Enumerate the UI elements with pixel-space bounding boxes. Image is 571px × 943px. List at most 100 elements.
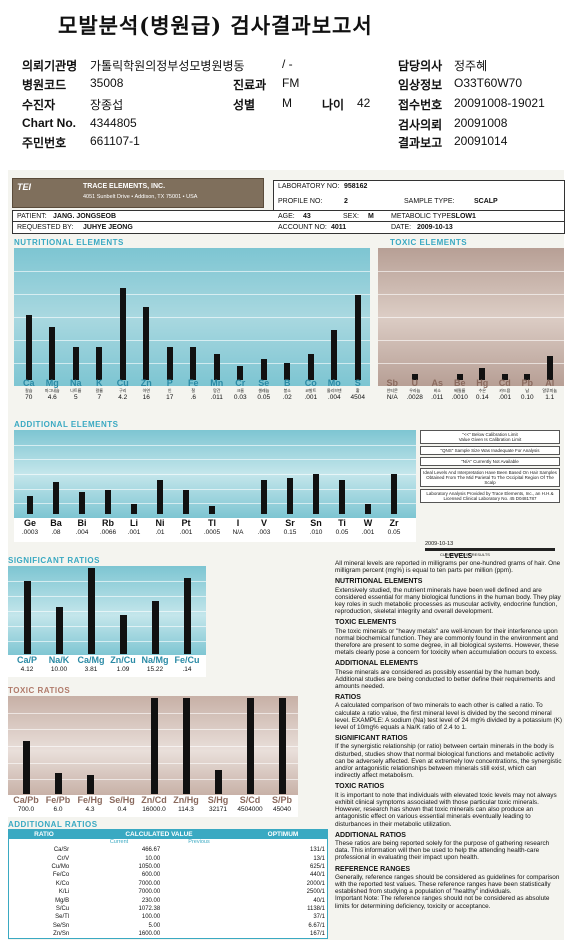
label-Fe/Cu: Fe/Cu (174, 655, 200, 665)
value-Be: .0010 (451, 394, 468, 401)
lab-info-box: LABORATORY NO: 958162 PROFILE NO: 2 SAMP… (273, 180, 565, 212)
grid-line (8, 581, 206, 582)
bar-S/Cd (246, 698, 254, 794)
bar-B (284, 363, 291, 380)
label-I: I (236, 518, 240, 528)
ratio-row: K/Co 7000.00 2000/1 (9, 880, 327, 888)
grid-line (14, 340, 370, 341)
bar-Sn (313, 474, 319, 514)
toxic-ratios-labels: Ca/Pb 700.0 Fe/Pb 6.0 Fe/Hg 4.3 Se/Hg 0.4 Zn/Cd 1… (8, 795, 298, 817)
significant-labels: Ca/P 4.12 Na/K 10.00 Ca/Mg 3.81 Zn/Cu 1.09 Na/Mg… (8, 655, 206, 677)
nutritional-title: NUTRITIONAL ELEMENTS (14, 238, 124, 247)
kor-label: 마그네슘 (44, 388, 60, 393)
bar-Cd (501, 374, 508, 380)
additional-labels: Ge .0003 Ba .08 Bi .004 Rb .0066 Li .001 Ni .01 Pt .0… (14, 518, 416, 542)
kor-label: 납 (525, 388, 530, 393)
label-Na/Mg: Na/Mg (141, 655, 169, 665)
ratio-cell: 13/1 (313, 855, 325, 862)
label-Tl: Tl (208, 518, 216, 528)
value-B: .02 (282, 394, 292, 401)
ratio-cell: 1600.00 (138, 931, 161, 938)
label-Fe/Pb: Fe/Pb (45, 795, 71, 805)
value-Mg: 4.6 (47, 394, 57, 401)
value-Fe/Pb: 6.0 (53, 806, 63, 813)
kor-label: 칼륨 (95, 388, 103, 393)
significant-chart (8, 566, 206, 656)
ratio-row: K/Li 7000.00 2500/1 (9, 888, 327, 896)
kor-label: 황 (355, 388, 360, 393)
label-Bi: Bi (77, 518, 87, 528)
value-Se: 0.05 (257, 394, 271, 401)
text-heading: REFERENCE RANGES (335, 865, 411, 873)
legend-line-3: "QNS" Sample Size Was Inadequate For Ana… (420, 446, 560, 455)
value-Hg: 0.14 (475, 394, 489, 401)
ratio-cell: 6.67/1 (308, 922, 325, 929)
value-Zn/Cu: 1.09 (116, 666, 130, 673)
label-Be: Be (453, 378, 466, 388)
org-value: 가톨릭학원의정부성모병원병동 (90, 59, 245, 73)
label-Ge: Ge (23, 518, 36, 528)
bar-Na (72, 346, 79, 380)
ratio-cell: 40/1 (313, 897, 325, 904)
ratio-cell (162, 913, 247, 921)
profile-label: PROFILE NO: (278, 198, 323, 205)
label-Ca/Mg: Ca/Mg (77, 655, 105, 665)
request-value: 20091008 (454, 116, 508, 130)
ratio-cell: 600.00 (141, 872, 161, 879)
ratio-cell: K/Li (58, 889, 70, 896)
grid-line (8, 611, 206, 612)
value-Li: .001 (127, 529, 141, 536)
ratio-cell (162, 922, 247, 930)
ratio-row: Fe/Co 600.00 440/1 (9, 871, 327, 879)
label-Zn: Zn (140, 378, 152, 388)
lab-age: 43 (303, 213, 311, 220)
ratio-cell: 625/1 (309, 863, 325, 870)
text-paragraph: Important Note: The reference ranges sho… (335, 895, 550, 910)
clinical-label: 임상정보 (398, 78, 443, 92)
lab-company: TRACE ELEMENTS, INC. (83, 183, 166, 190)
text-paragraph: It is important to note that individuals… (335, 791, 557, 828)
ratio-cell: 131/1 (309, 847, 325, 854)
grid-line (378, 340, 564, 341)
kor-label: 크롬 (236, 388, 244, 393)
ratio-cell: Cr/V (57, 855, 70, 862)
value-S/Pb: 45040 (272, 806, 292, 813)
metabolic-value: SLOW1 (451, 213, 476, 220)
kor-label: 인 (167, 388, 172, 393)
bar-Na/K (55, 606, 63, 654)
bar-Zn/Cu (119, 615, 127, 654)
value-Ge: .0003 (21, 529, 39, 536)
ratio-cell: 10.00 (145, 855, 161, 862)
kor-label: 코발트 (305, 388, 317, 393)
bar-Ti (339, 480, 345, 514)
ratio-cell (162, 854, 247, 862)
text-heading: TOXIC ELEMENTS (335, 619, 397, 627)
ratio-cell: 37/1 (313, 914, 325, 921)
label-Ni: Ni (155, 518, 165, 528)
grid-line (14, 444, 416, 446)
sample-label: SAMPLE TYPE: (404, 198, 455, 205)
bar-Sr (287, 478, 293, 514)
col-ratio: RATIO (34, 831, 54, 838)
value-Bi: .004 (75, 529, 89, 536)
legend-date: 2009-10-13 (425, 541, 454, 547)
col-calculated: CALCULATED VALUE (125, 831, 193, 838)
bar-S/Pb (278, 698, 286, 794)
ratio-cell: 7000.00 (138, 880, 161, 887)
kor-label: 철 (191, 388, 196, 393)
bar-K (96, 346, 103, 380)
bar-Bi (79, 491, 85, 514)
grid-line (378, 271, 564, 272)
report-value: 20091014 (454, 134, 508, 148)
value-Na/K: 10.00 (50, 666, 68, 673)
legend-line-5: Ideal Levels And Interpretation Have Bee… (420, 468, 560, 487)
doctor-value: 정주혜 (454, 59, 488, 73)
bar-Cu (119, 287, 126, 380)
levels-title: LEVELS (445, 553, 473, 560)
sex-label: 성별 (233, 98, 256, 112)
text-paragraph: All mineral levels are reported in milli… (335, 560, 561, 575)
grid-line (14, 488, 416, 490)
col-previous: Previous (188, 839, 210, 845)
receipt-value: 20091008-19021 (454, 96, 545, 110)
lab-logo-mark: TEI (17, 182, 32, 192)
